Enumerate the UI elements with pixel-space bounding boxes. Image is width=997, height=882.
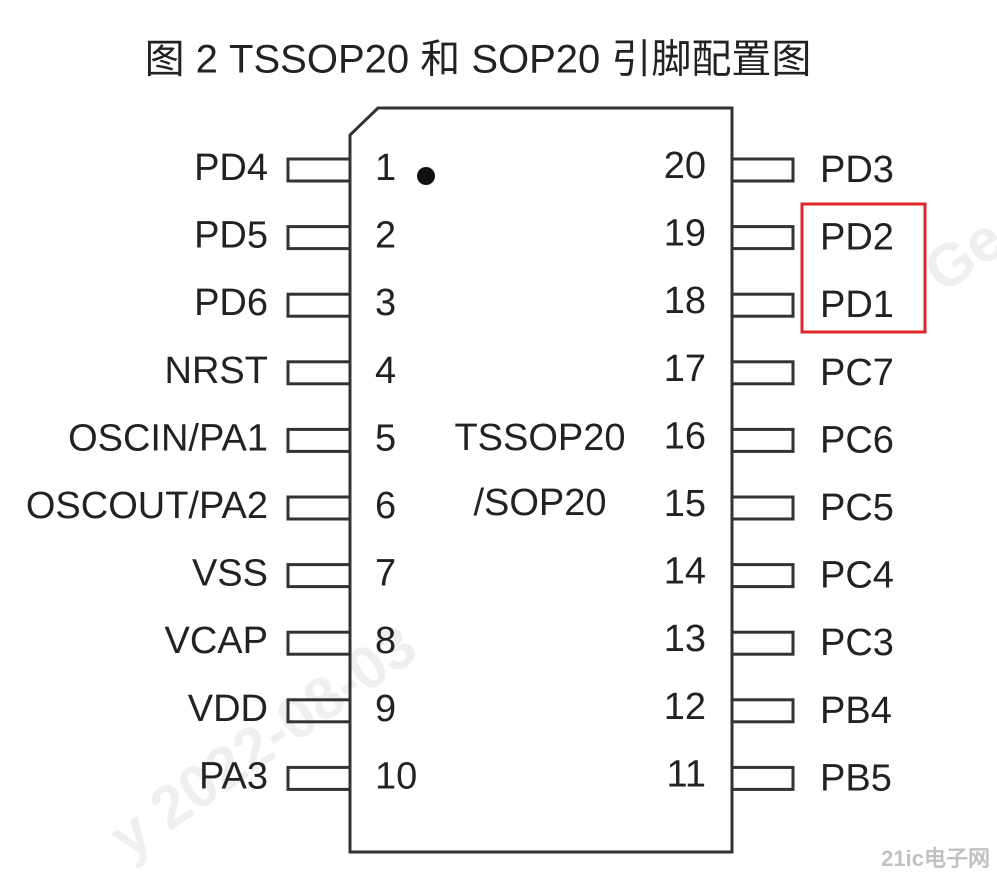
pin-lead — [730, 157, 795, 183]
pin-number: 16 — [664, 415, 706, 457]
pin-number: 8 — [375, 620, 396, 662]
pin-number: 12 — [664, 686, 706, 728]
pin-lead — [286, 630, 352, 656]
pin-number: 3 — [375, 282, 396, 324]
pin-number: 19 — [664, 213, 706, 255]
pin-label: VDD — [188, 688, 268, 730]
pin-label: PD3 — [820, 149, 894, 191]
pin-label: PC6 — [820, 419, 894, 461]
pin-label: PC5 — [820, 487, 894, 529]
package-name: TSSOP20 — [454, 417, 625, 459]
pin-lead — [286, 563, 352, 589]
pin-label: PC3 — [820, 622, 894, 664]
chip-body — [348, 106, 734, 854]
pin-number: 5 — [375, 417, 396, 459]
pin-lead — [730, 630, 795, 656]
pin-lead — [730, 292, 795, 318]
pin-label: PD5 — [194, 215, 268, 257]
pin-lead — [286, 360, 352, 386]
pin-number: 2 — [375, 215, 396, 257]
pin-label: PD1 — [820, 284, 894, 326]
pin-label: PB4 — [820, 690, 892, 732]
pin-lead — [730, 360, 795, 386]
pin-lead — [286, 495, 352, 521]
pin-label: PC7 — [820, 352, 894, 394]
pin-number: 14 — [664, 551, 706, 593]
pin-lead — [730, 563, 795, 589]
pin-lead — [286, 427, 352, 453]
highlight-box — [800, 202, 927, 334]
package-name: /SOP20 — [473, 482, 606, 524]
pin-number: 11 — [667, 753, 706, 795]
pin-number: 7 — [375, 553, 396, 595]
pin-lead — [286, 157, 352, 183]
pin1-dot — [417, 167, 435, 185]
pin-label: PA3 — [199, 755, 268, 797]
pin-number: 9 — [375, 688, 396, 730]
pin-number: 6 — [375, 485, 396, 527]
watermark-logo: 21ic电子网 — [881, 846, 990, 871]
title: 图 2 TSSOP20 和 SOP20 引脚配置图 — [145, 38, 812, 82]
pin-lead — [730, 698, 795, 724]
pin-number: 20 — [664, 145, 706, 187]
pin-label: OSCIN/PA1 — [68, 417, 268, 459]
pin-lead — [730, 427, 795, 453]
pin-label: PC4 — [820, 555, 894, 597]
pin-lead — [286, 698, 352, 724]
pin-lead — [286, 225, 352, 251]
pin-lead — [286, 292, 352, 318]
pin-lead — [286, 765, 352, 791]
pin-label: NRST — [165, 350, 268, 392]
pin-label: PD4 — [194, 147, 268, 189]
pins: PD4 1 PD5 2 PD6 3 NRST 4 OSCIN/PA1 5 OSCOUT/PA2 6 VS… — [26, 145, 894, 799]
pin-label: VSS — [192, 553, 268, 595]
pin-lead — [730, 225, 795, 251]
pin-number: 15 — [664, 483, 706, 525]
pin-label: VCAP — [165, 620, 268, 662]
pin-label: PB5 — [820, 757, 892, 799]
pin-label: PD6 — [194, 282, 268, 324]
pin-number: 17 — [664, 348, 706, 390]
pin-number: 4 — [375, 350, 396, 392]
pin-number: 10 — [375, 755, 417, 797]
pin-number: 18 — [664, 280, 706, 322]
pin-label: OSCOUT/PA2 — [26, 485, 268, 527]
pin-lead — [730, 765, 795, 791]
pin-number: 13 — [664, 618, 706, 660]
pin-number: 1 — [375, 147, 396, 189]
pin-label: PD2 — [820, 217, 894, 259]
pin-lead — [730, 495, 795, 521]
